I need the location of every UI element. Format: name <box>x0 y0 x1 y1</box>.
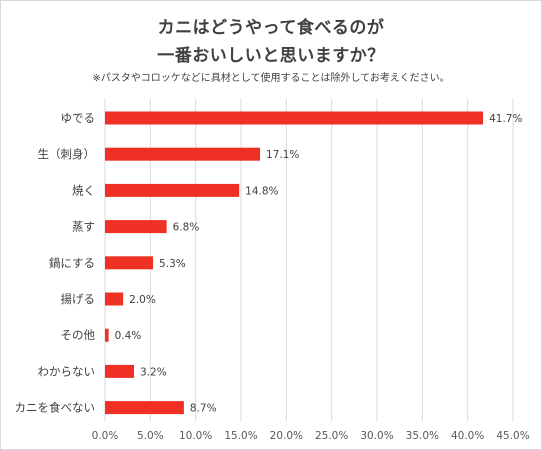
x-tick-label: 35.0% <box>406 430 439 442</box>
x-tick-label: 15.0% <box>224 430 257 442</box>
x-tick-label: 45.0% <box>496 430 529 442</box>
value-label: 6.8% <box>173 222 200 234</box>
bar <box>105 292 124 306</box>
value-label: 8.7% <box>190 403 217 415</box>
bar <box>105 183 240 197</box>
chart-title-line1: カニはどうやって食べるのが <box>157 18 385 38</box>
x-tick-label: 30.0% <box>360 430 393 442</box>
bar <box>105 111 484 125</box>
category-label: ゆでる <box>61 111 96 125</box>
bar <box>105 364 135 378</box>
value-label: 3.2% <box>140 366 167 378</box>
x-tick-label: 20.0% <box>270 430 303 442</box>
category-label: カニを食べない <box>15 401 96 415</box>
bar <box>105 328 109 342</box>
category-label: 生（刺身） <box>38 147 96 161</box>
category-label: その他 <box>61 328 96 342</box>
value-label: 0.4% <box>115 330 142 342</box>
bar <box>105 220 167 234</box>
category-label: 鍋にする <box>49 256 95 270</box>
value-label: 41.7% <box>489 113 522 125</box>
bar <box>105 401 184 415</box>
category-label: わからない <box>38 364 96 378</box>
x-tick-label: 40.0% <box>451 430 484 442</box>
category-label: 蒸す <box>72 220 95 234</box>
value-label: 14.8% <box>245 185 278 197</box>
value-label: 2.0% <box>129 294 156 306</box>
x-tick-label: 5.0% <box>137 430 164 442</box>
bar <box>105 147 261 161</box>
chart-title-line2: 一番おいしいと思いますか？ <box>157 46 385 66</box>
category-label: 揚げる <box>61 292 96 306</box>
value-label: 5.3% <box>159 258 186 270</box>
category-label: 焼く <box>72 183 95 197</box>
value-label: 17.1% <box>266 149 299 161</box>
x-tick-label: 10.0% <box>179 430 212 442</box>
chart-subtitle: ※パスタやコロッケなどに具材として使用することは除外してお考えください。 <box>92 73 450 84</box>
bar <box>105 256 154 270</box>
x-tick-label: 0.0% <box>92 430 119 442</box>
x-tick-label: 25.0% <box>315 430 348 442</box>
